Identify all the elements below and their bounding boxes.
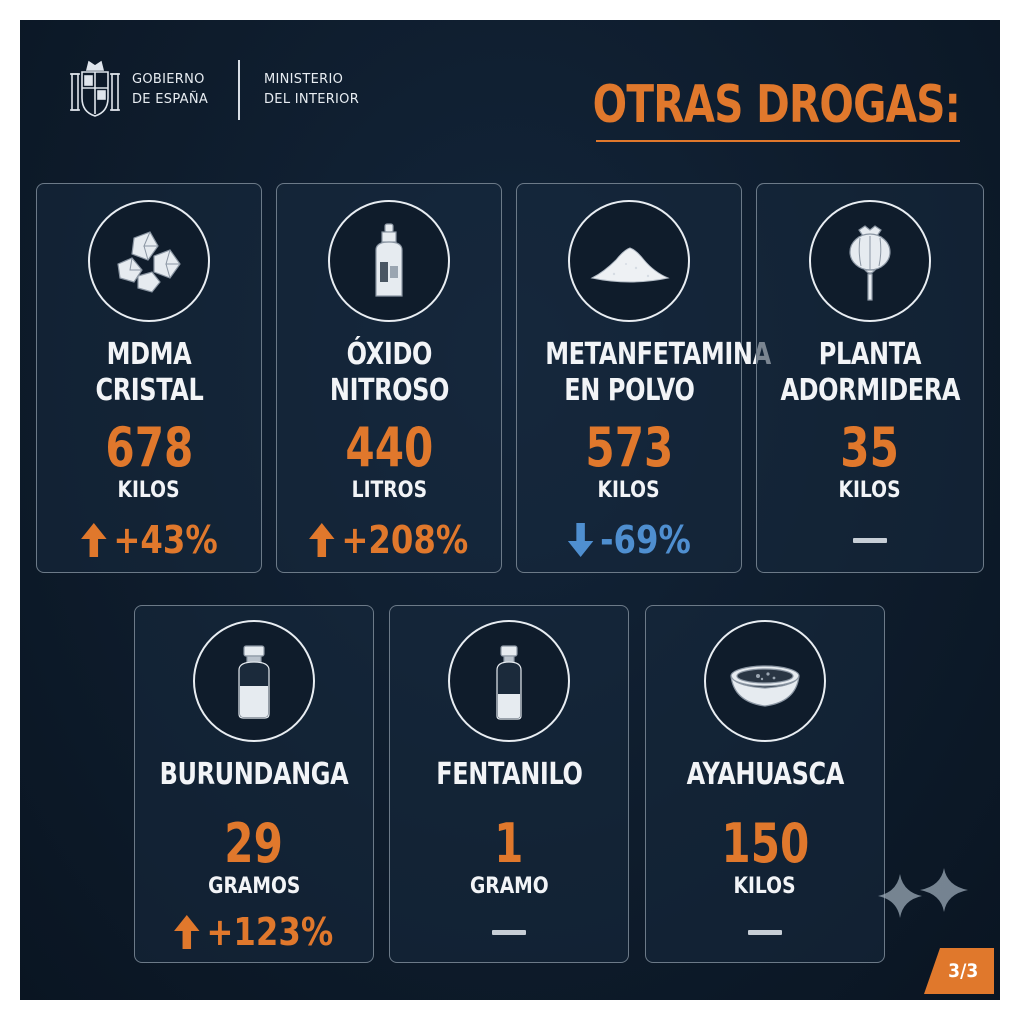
small-vial-icon — [496, 645, 522, 720]
card-unit: KILOS — [117, 478, 181, 503]
small-vial-icon-circle — [448, 620, 570, 742]
crystals-icon-circle — [88, 200, 210, 322]
card-value: 1 — [494, 812, 524, 875]
card-change: +123% — [135, 910, 373, 958]
card-value: 678 — [105, 416, 193, 479]
poppy-pod-icon-circle — [809, 200, 931, 322]
card-change: +43% — [37, 518, 261, 566]
min-line1: MINISTERIO — [264, 72, 344, 87]
card-name-2: NITROSO — [329, 373, 449, 408]
card-unit: LITROS — [351, 478, 427, 503]
change-label: +43% — [112, 518, 218, 562]
gov-line1: GOBIERNO — [132, 72, 205, 87]
vial-icon-circle — [193, 620, 315, 742]
ministry-label: MINISTERIO DEL INTERIOR — [264, 70, 359, 110]
card-mdma-cristal: MDMA CRISTAL 678 KILOS +43% — [36, 183, 262, 573]
arrow-up-icon — [309, 523, 335, 557]
card-value: 29 — [224, 812, 284, 875]
card-name-2: ADORMIDERA — [780, 373, 960, 408]
card-name: METANFETAMINA — [545, 337, 771, 372]
card-name: PLANTA — [818, 337, 922, 372]
crystals-icon — [117, 231, 181, 293]
card-name: AYAHUASCA — [686, 757, 844, 792]
poppy-pod-icon — [849, 225, 891, 301]
card-name: MDMA — [37, 336, 261, 374]
card-name-line2: CRISTAL — [95, 373, 203, 408]
card-value: 150 — [721, 812, 809, 875]
card-name: ÓXIDO — [346, 337, 432, 372]
card-ayahuasca: AYAHUASCA 150 KILOS — [645, 605, 885, 963]
card-name-2: EN POLVO — [563, 373, 695, 408]
page-number-badge: 3/3 — [924, 948, 994, 994]
header-divider — [238, 60, 240, 120]
arrow-up-icon — [174, 915, 200, 949]
card-value: 440 — [345, 416, 433, 479]
sparkle-icon — [878, 868, 968, 918]
infographic-frame: GOBIERNO DE ESPAÑA MINISTERIO DEL INTERI… — [20, 20, 1000, 1000]
card-unit: GRAMOS — [207, 874, 301, 899]
title-underline — [596, 140, 960, 142]
powder-pile-icon-circle — [568, 200, 690, 322]
page-number: 3/3 — [948, 960, 979, 982]
card-name: BURUNDANGA — [159, 757, 349, 792]
card-name-2: CRISTAL — [37, 372, 261, 410]
card-unit: KILOS — [838, 478, 902, 503]
min-line2: DEL INTERIOR — [264, 92, 360, 107]
card-burundanga: BURUNDANGA 29 GRAMOS +123% — [134, 605, 374, 963]
card-unit: GRAMO — [469, 874, 549, 899]
no-change-dash — [492, 930, 526, 935]
arrow-up-icon — [80, 523, 107, 557]
gas-canister-icon — [375, 223, 403, 297]
card-value: 35 — [840, 416, 900, 479]
government-label: GOBIERNO DE ESPAÑA — [132, 70, 208, 110]
card-name: FENTANILO — [435, 757, 583, 792]
gas-canister-icon-circle — [328, 200, 450, 322]
card-change: -69% — [517, 518, 741, 566]
card-planta-adormidera: PLANTA ADORMIDERA 35 KILOS — [756, 183, 984, 573]
card-value: 573 — [585, 416, 673, 479]
bowl-icon — [730, 665, 800, 707]
card-name-line1: MDMA — [106, 337, 192, 372]
powder-pile-icon — [590, 247, 670, 283]
card-fentanilo: FENTANILO 1 GRAMO — [389, 605, 629, 963]
card-change: +208% — [277, 518, 501, 566]
card-metanfetamina: METANFETAMINA EN POLVO 573 KILOS -69% — [516, 183, 771, 573]
card-unit: KILOS — [733, 874, 797, 899]
gov-line2: DE ESPAÑA — [132, 92, 209, 107]
no-change-dash — [748, 930, 782, 935]
bowl-icon-circle — [704, 620, 826, 742]
no-change-dash — [853, 538, 887, 543]
arrow-down-icon — [567, 523, 593, 557]
coat-of-arms-icon — [70, 60, 120, 117]
card-unit: KILOS — [597, 478, 661, 503]
card-oxido-nitroso: ÓXIDO NITROSO 440 LITROS +208% — [276, 183, 502, 573]
vial-icon — [238, 645, 270, 719]
page-title: OTRAS DROGAS: — [592, 75, 961, 135]
